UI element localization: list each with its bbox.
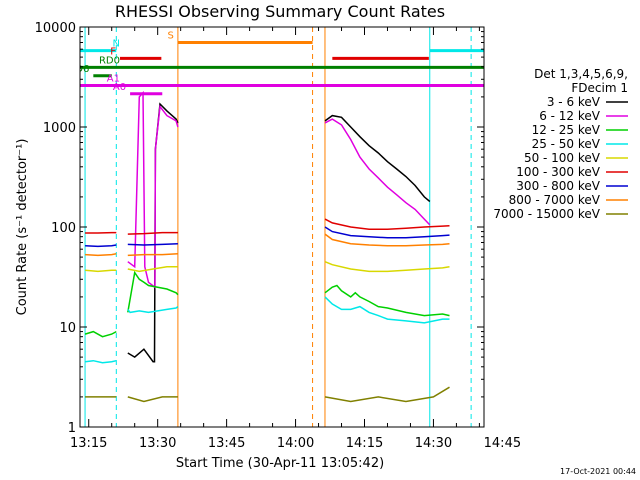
x-tick-label: 13:15 [70,436,107,451]
legend-entry-label: 3 - 6 keV [547,95,601,109]
series-line [85,253,117,257]
timestamp: 17-Oct-2021 00:44 [560,467,636,476]
legend-entry: 800 - 7000 keV [509,193,628,207]
legend-entry-label: 6 - 12 keV [539,109,601,123]
flag-bar: RD6 [68,64,112,78]
legend-entry-label: 100 - 300 keV [516,165,600,179]
series-line [127,242,178,246]
series-line [324,118,431,226]
legend-entry-label: 7000 - 15000 keV [493,207,600,221]
x-axis-label: Start Time (30-Apr-11 13:05:42) [176,456,384,471]
y-tick-label: 1000 [43,121,76,136]
series-line [127,306,179,314]
x-tick-label: 14:45 [484,436,521,451]
legend-entry: 100 - 300 keV [516,165,628,179]
series-line [127,253,178,257]
series-line [127,90,179,289]
flag-label: RD6 [68,64,89,75]
legend-entry-label: 800 - 7000 keV [509,193,601,207]
chart-title: RHESSI Observing Summary Count Rates [115,2,445,21]
legend-entry-label: 300 - 800 keV [516,179,600,193]
series-6 [85,218,450,235]
series-9 [85,386,450,403]
series-line [85,244,117,248]
legend-entry-label: 25 - 50 keV [532,137,601,151]
legend-header: FDecim 1 [571,81,628,95]
x-tick-label: 14:00 [277,436,314,451]
series-line [324,296,450,324]
legend-entry: 7000 - 15000 keV [493,207,628,221]
series-8 [85,233,450,257]
axes: 1 10 100 1000 10000 13:15 13:30 13:45 14:00 14:15… [35,21,521,451]
legend-header: Det 1,3,4,5,6,9, [534,67,628,81]
series-line [324,284,450,317]
legend-entry: 300 - 800 keV [516,179,628,193]
series-line [85,269,117,273]
series-line [324,261,450,273]
flag-label: N [113,39,120,50]
flag-label: A0 [113,82,126,93]
flag-bar: A0 [113,82,163,96]
flag-bar: F [110,46,429,60]
x-tick-label: 14:15 [346,436,383,451]
flag-bar: A1 [80,74,484,88]
series-7 [85,226,450,248]
x-tick-label: 13:30 [139,436,176,451]
legend-entry: 12 - 25 keV [532,123,628,137]
series-3 [84,270,450,338]
legend-entry-label: 12 - 25 keV [532,123,601,137]
flag-bar: RD0 [80,55,484,69]
series-line [324,233,450,247]
flag-label: S [168,30,174,41]
series-line [85,359,117,364]
y-tick-label: 10000 [35,21,76,36]
series-line [324,226,450,239]
legend-entry: 25 - 50 keV [532,137,628,151]
series-line [324,114,431,203]
x-tick-label: 13:45 [208,436,245,451]
series-line [84,330,117,338]
y-tick-label: 100 [51,221,76,236]
series-5 [85,261,450,273]
series-2 [127,90,431,289]
series-4 [85,296,450,364]
flag-label: A1 [107,74,120,85]
series-line [127,231,178,235]
series-line [127,270,179,313]
y-tick-label: 10 [59,321,76,336]
y-tick-label: 1 [68,421,76,436]
flag-label: RD0 [99,55,120,66]
flag-bar: N [80,39,484,53]
x-tick-label: 14:30 [415,436,452,451]
series-line [127,396,178,403]
legend-entry-label: 50 - 100 keV [524,151,601,165]
y-axis-label: Count Rate (s⁻¹ detector⁻¹) [15,139,30,316]
series-line [324,386,450,403]
legend-entry: 50 - 100 keV [524,151,628,165]
flag-label: F [110,46,116,57]
series-line [324,218,450,230]
legend-entry: 6 - 12 keV [539,109,628,123]
legend-entry: 3 - 6 keV [547,95,628,109]
series-line [127,266,178,273]
flag-bar: S [168,30,313,44]
